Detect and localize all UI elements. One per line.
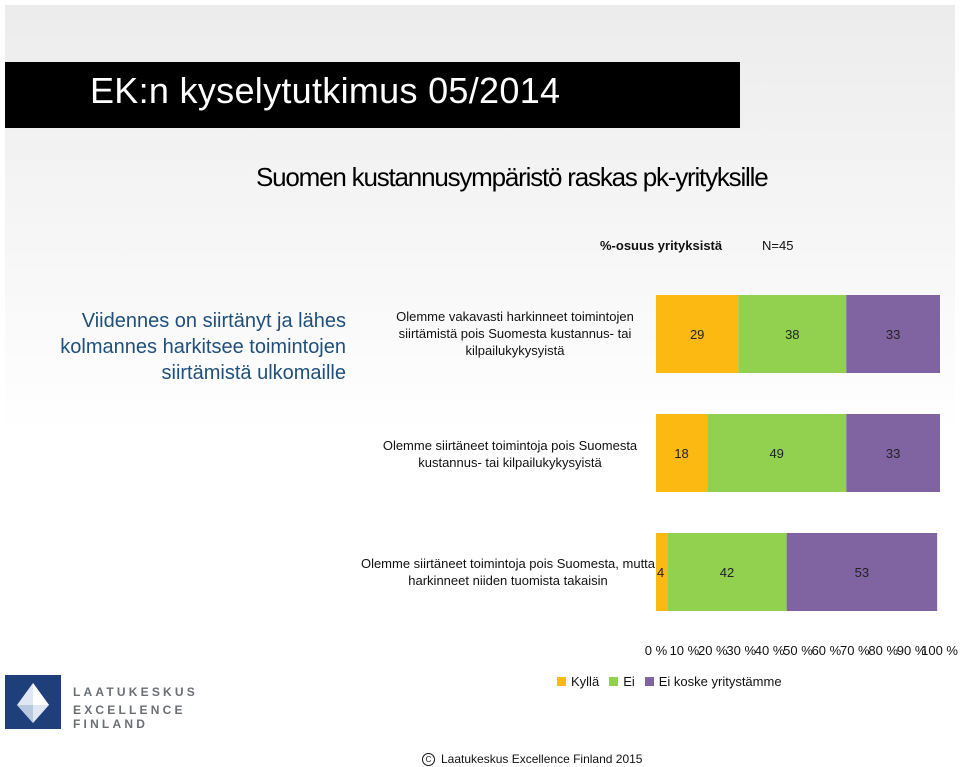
data-label: 53 (855, 565, 869, 580)
category-label: Olemme vakavasti harkinneet toimintojen … (396, 309, 634, 358)
x-tick-label: 60 % (812, 643, 842, 658)
x-tick-label: 30 % (726, 643, 756, 658)
logo-line-1: LAATUKESKUS (73, 685, 198, 699)
data-label: 4 (657, 565, 664, 580)
bar-segment (656, 414, 708, 492)
data-label: 38 (785, 327, 799, 342)
legend-label: Kyllä (571, 674, 600, 689)
legend-item-kylla: Kyllä (557, 674, 599, 689)
callout-text: Viidennes on siirtänyt ja lähes kolmanne… (60, 310, 346, 384)
bar-segment (738, 295, 847, 373)
logo-line-2: EXCELLENCE FINLAND (73, 703, 186, 731)
chart-legend: Kyllä Ei Ei koske yritystämme (557, 674, 792, 689)
data-label: 49 (769, 446, 783, 461)
x-tick-label: 10 % (670, 643, 700, 658)
legend-label: Ei (623, 674, 635, 689)
legend-item-ei: Ei (609, 674, 635, 689)
category-label: Olemme siirtäneet toimintoja pois Suomes… (382, 438, 638, 470)
legend-item-ei-koske: Ei koske yritystämme (644, 674, 782, 689)
bar-segment (656, 533, 668, 611)
data-label: 33 (886, 327, 900, 342)
bar-segment (846, 414, 940, 492)
category-label: Olemme siirtäneet toimintoja pois Suomes… (360, 556, 656, 588)
data-label: 29 (690, 327, 704, 342)
data-label: 18 (674, 446, 688, 461)
x-tick-label: 70 % (840, 643, 870, 658)
x-tick-label: 20 % (698, 643, 728, 658)
x-tick-label: 40 % (755, 643, 785, 658)
sample-size-label: N=45 (762, 238, 794, 253)
bar-segment (667, 533, 787, 611)
x-tick-label: 100 % (921, 643, 958, 658)
slide-title: EK:n kyselytutkimus 05/2014 (90, 70, 561, 111)
bar-segment (707, 414, 847, 492)
legend-label: Ei koske yritystämme (658, 674, 782, 689)
legend-swatch-ei (609, 677, 619, 686)
footer: C Laatukeskus Excellence Finland 2015 (422, 752, 642, 766)
x-tick-label: 0 % (645, 643, 668, 658)
share-label: %-osuus yrityksistä (600, 238, 723, 253)
data-label: 42 (720, 565, 734, 580)
x-tick-label: 50 % (783, 643, 813, 658)
data-label: 33 (886, 446, 900, 461)
x-tick-label: 90 % (897, 643, 927, 658)
bar-segment (846, 295, 940, 373)
bar-segment (786, 533, 938, 611)
copyright-icon: C (422, 752, 435, 766)
title-band (5, 62, 740, 128)
laatukeskus-logo: LAATUKESKUS EXCELLENCE FINLAND (5, 675, 235, 731)
slide-subtitle: Suomen kustannusympäristö raskas pk-yrit… (256, 162, 769, 192)
legend-swatch-kylla (557, 677, 566, 686)
bar-segment (656, 295, 739, 373)
x-tick-label: 80 % (868, 643, 898, 658)
legend-swatch-ei-koske (644, 677, 654, 686)
footer-text: Laatukeskus Excellence Finland 2015 (441, 752, 643, 766)
diamond-logo-icon (5, 675, 61, 729)
